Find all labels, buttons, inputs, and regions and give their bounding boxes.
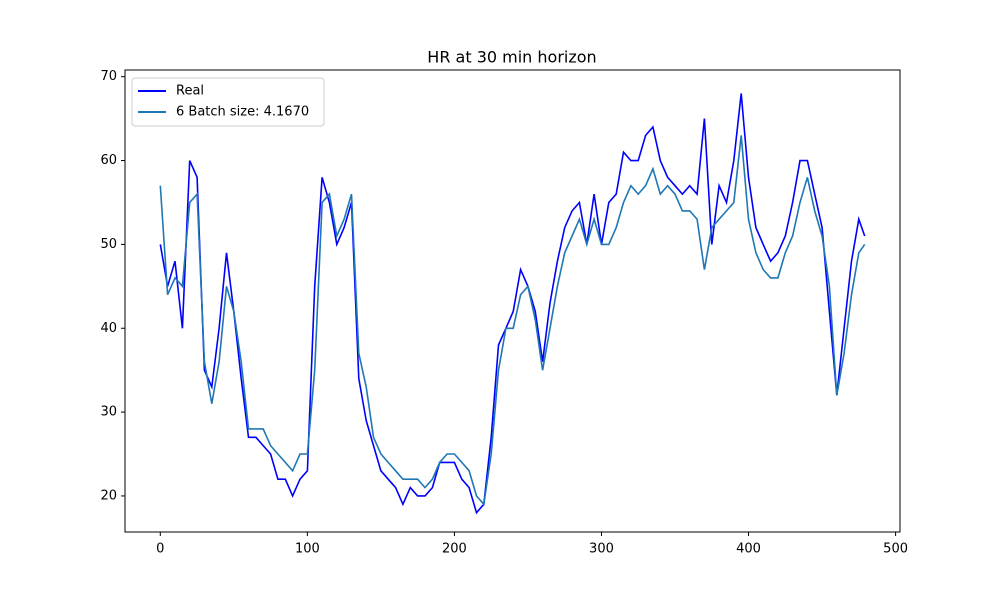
y-tick-label: 60 <box>100 153 117 168</box>
x-tick-label: 500 <box>883 542 908 557</box>
series-line <box>159 135 866 507</box>
legend-box <box>131 77 325 127</box>
legend-label: 6 Batch size: 4.1670 <box>176 105 309 120</box>
x-tick-label: 300 <box>589 542 614 557</box>
y-tick-label: 30 <box>100 405 117 420</box>
x-tick-label: 400 <box>736 542 761 557</box>
chart-title: HR at 30 min horizon <box>427 48 596 67</box>
x-tick-label: 200 <box>442 542 467 557</box>
legend: Real 6 Batch size: 4.1670 <box>131 77 325 127</box>
y-tick-label: 20 <box>100 488 117 503</box>
y-tick-label: 50 <box>100 237 117 252</box>
legend-label: Real <box>176 84 204 99</box>
series-line <box>159 93 866 515</box>
x-tick-label: 0 <box>156 542 164 557</box>
y-tick-label: 70 <box>100 69 117 84</box>
y-tick-label: 40 <box>100 321 117 336</box>
plot-frame <box>124 69 901 533</box>
x-tick-label: 100 <box>295 542 320 557</box>
